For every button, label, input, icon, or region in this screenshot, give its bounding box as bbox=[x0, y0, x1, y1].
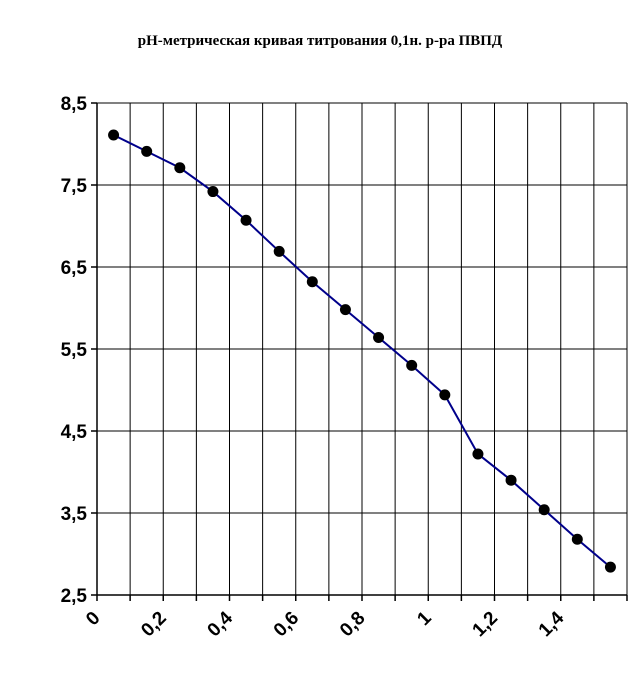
data-point bbox=[207, 186, 219, 198]
series-line bbox=[113, 134, 612, 568]
data-point bbox=[373, 332, 385, 344]
data-point bbox=[273, 245, 285, 257]
data-point bbox=[472, 448, 484, 460]
x-tick-label: 0,2 bbox=[137, 608, 171, 642]
y-tick-label: 5,5 bbox=[61, 340, 88, 361]
y-tick-label: 6,5 bbox=[61, 258, 88, 279]
data-point bbox=[571, 533, 583, 545]
data-point bbox=[505, 474, 517, 486]
data-point bbox=[604, 561, 616, 573]
data-point bbox=[174, 162, 186, 174]
data-point bbox=[538, 504, 550, 516]
y-tick-label: 4,5 bbox=[61, 422, 88, 443]
x-tick-labels: 0 0,2 0,4 0,6 0,8 1 1,2 1,4 bbox=[82, 607, 568, 641]
data-point bbox=[439, 389, 451, 401]
y-tick-labels: 8,5 7,5 6,5 5,5 4,5 3,5 2,5 bbox=[61, 94, 88, 607]
data-point bbox=[108, 129, 120, 141]
chart-title: pH-метрическая кривая титрования 0,1н. р… bbox=[138, 33, 503, 49]
data-point bbox=[406, 359, 418, 371]
data-point bbox=[141, 145, 153, 157]
x-tick-label: 0,8 bbox=[336, 608, 370, 642]
y-tick-label: 7,5 bbox=[61, 176, 88, 197]
data-point bbox=[240, 214, 252, 226]
x-tick-label: 1 bbox=[413, 607, 436, 630]
y-tick-label: 8,5 bbox=[61, 94, 88, 115]
series bbox=[108, 129, 616, 573]
grid bbox=[97, 102, 628, 596]
data-point bbox=[339, 304, 351, 316]
x-tick-label: 1,4 bbox=[535, 607, 569, 641]
data-point bbox=[306, 276, 318, 288]
y-tick-label: 2,5 bbox=[61, 586, 88, 607]
axes bbox=[91, 102, 628, 601]
x-tick-label: 0,4 bbox=[204, 607, 238, 641]
x-tick-label: 0,6 bbox=[270, 608, 304, 642]
x-tick-label: 0 bbox=[82, 608, 104, 630]
x-tick-label: 1,2 bbox=[469, 608, 503, 642]
y-tick-label: 3,5 bbox=[61, 504, 88, 525]
